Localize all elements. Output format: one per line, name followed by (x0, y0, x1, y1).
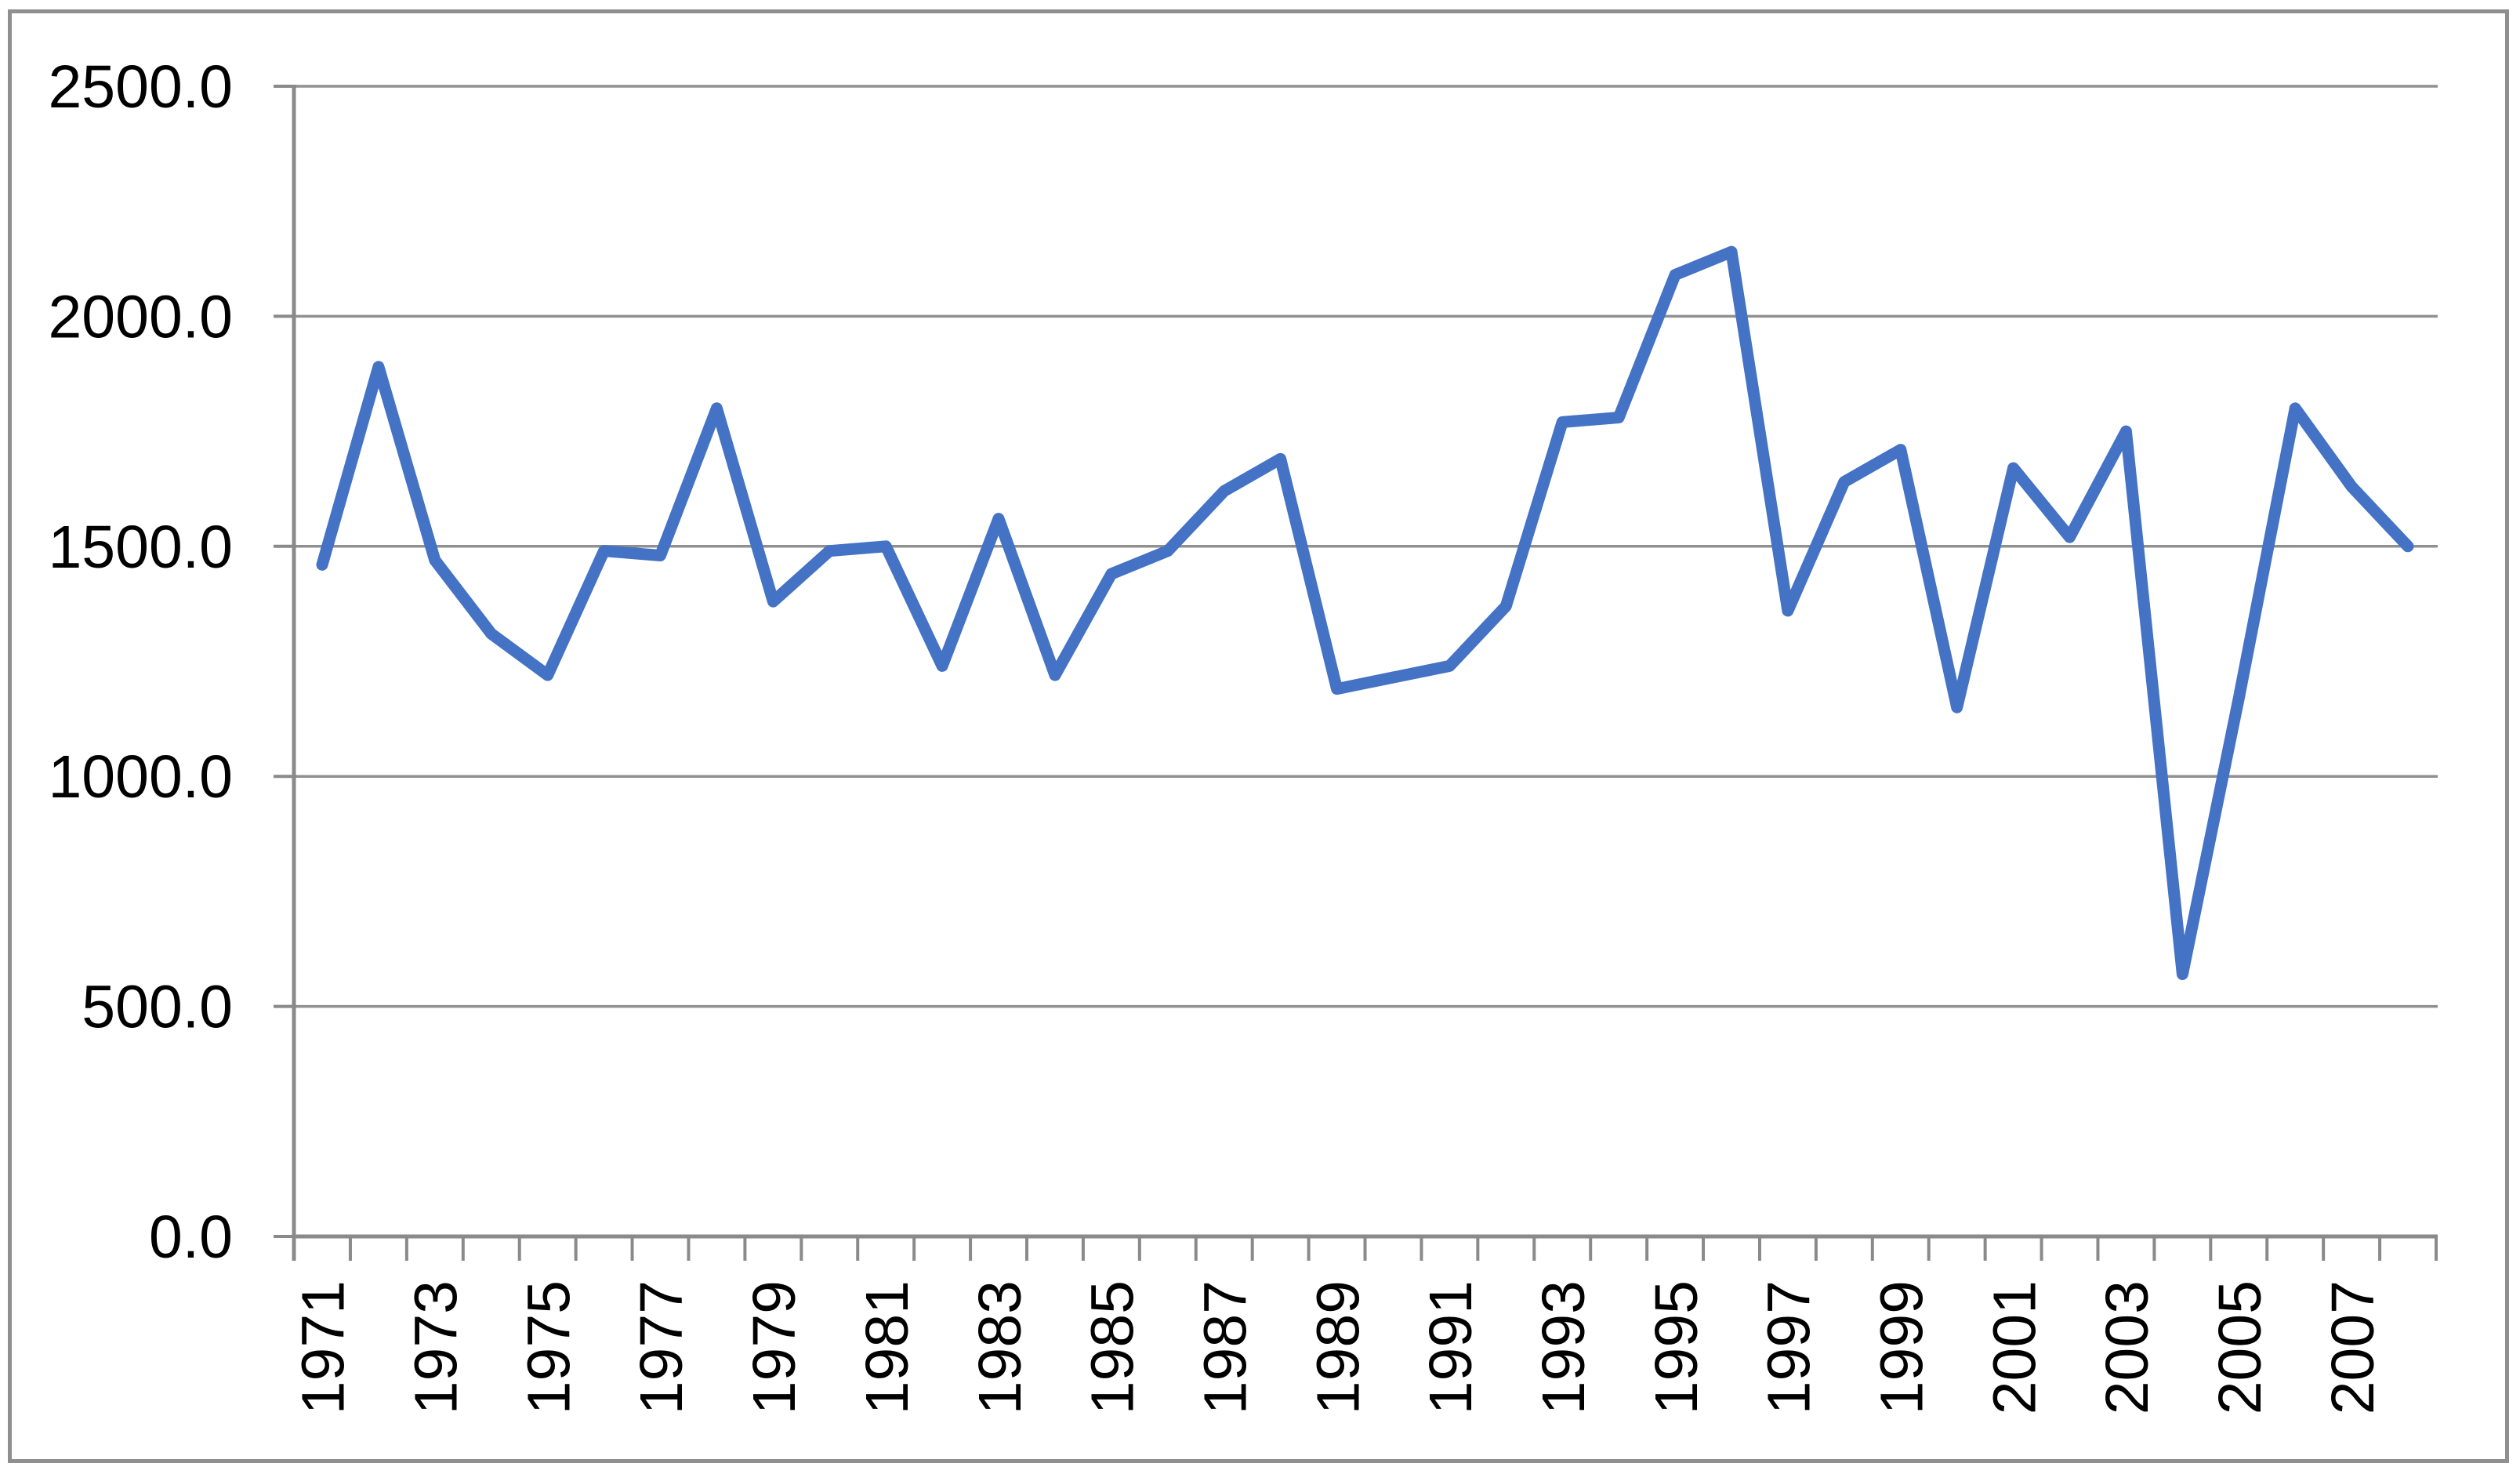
x-axis (294, 1234, 2438, 1261)
gridlines (294, 85, 2438, 1008)
x-tick-label: 1987 (1191, 1280, 1259, 1414)
y-tick-label: 0.0 (149, 1204, 233, 1271)
chart-outer-border (8, 9, 2509, 1463)
x-tick-label: 1999 (1868, 1280, 1935, 1414)
x-tick-label: 1975 (515, 1280, 582, 1414)
x-tick-label: 2007 (2319, 1280, 2387, 1414)
y-tick-label: 2000.0 (48, 283, 233, 350)
y-tick-label: 500.0 (82, 974, 233, 1041)
x-tick-label: 2001 (1981, 1280, 2048, 1414)
x-tick-label: 1993 (1530, 1280, 1597, 1414)
x-tick-label: 1979 (741, 1280, 808, 1414)
x-tick-label: 1977 (628, 1280, 695, 1414)
x-tick-label: 1981 (854, 1280, 921, 1414)
y-tick-label: 2500.0 (48, 53, 233, 121)
x-tick-label: 1985 (1079, 1280, 1147, 1414)
x-tick-labels: 1971 1973 1975 1977 1979 1981 1983 1985 1987 1989… (290, 1280, 2387, 1414)
series-line (316, 245, 2414, 980)
x-tick-label: 1971 (290, 1280, 357, 1414)
y-tick-labels: 0.0 500.0 1000.0 1500.0 2000.0 2500.0 (48, 53, 233, 1271)
x-tick-label: 1991 (1417, 1280, 1485, 1414)
x-tick-label: 1973 (403, 1280, 470, 1414)
y-tick-label: 1500.0 (48, 514, 233, 581)
x-tick-label: 1995 (1643, 1280, 1710, 1414)
x-tick-label: 2005 (2206, 1280, 2274, 1414)
x-tick-label: 1983 (966, 1280, 1034, 1414)
x-tick-label: 1989 (1304, 1280, 1372, 1414)
x-tick-label: 2003 (2094, 1280, 2161, 1414)
y-tick-label: 1000.0 (48, 743, 233, 811)
x-tick-label: 1997 (1756, 1280, 1823, 1414)
y-axis (274, 85, 296, 1261)
